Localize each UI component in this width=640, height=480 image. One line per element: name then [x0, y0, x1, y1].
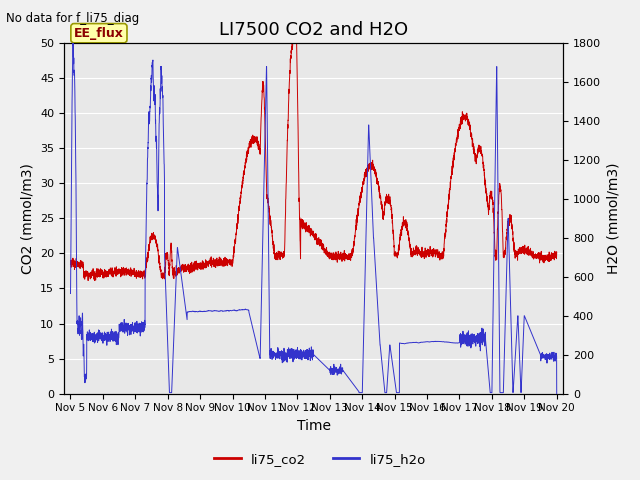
X-axis label: Time: Time	[296, 419, 331, 433]
Title: LI7500 CO2 and H2O: LI7500 CO2 and H2O	[219, 21, 408, 39]
Y-axis label: H2O (mmol/m3): H2O (mmol/m3)	[607, 163, 621, 274]
Legend: li75_co2, li75_h2o: li75_co2, li75_h2o	[209, 447, 431, 471]
Y-axis label: CO2 (mmol/m3): CO2 (mmol/m3)	[20, 163, 35, 274]
Text: EE_flux: EE_flux	[74, 27, 124, 40]
Text: No data for f_li75_diag: No data for f_li75_diag	[6, 12, 140, 25]
